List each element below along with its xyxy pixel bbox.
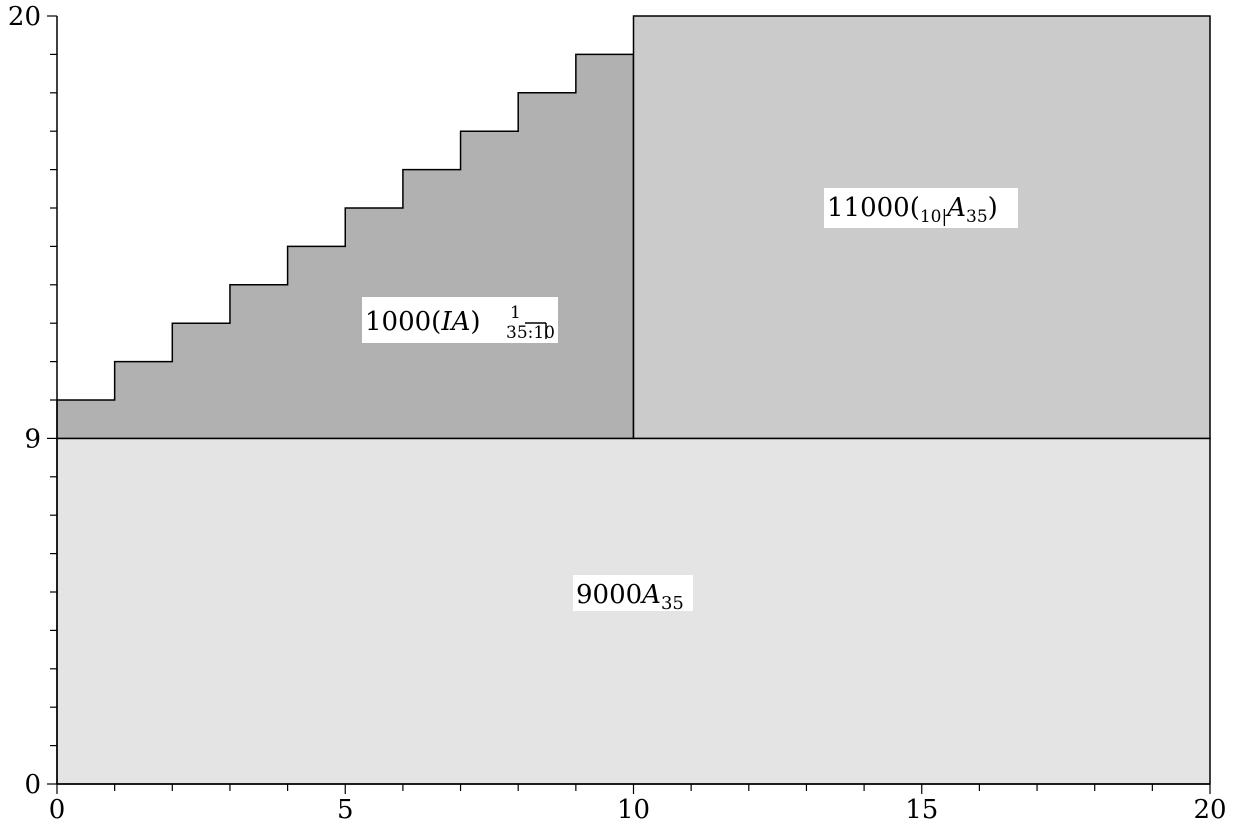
x-tick-label: 0 <box>49 795 66 825</box>
label-bg <box>824 188 1018 228</box>
region-base <box>56 437 1211 785</box>
y-tick-label: 20 <box>8 2 41 32</box>
x-tick-label: 5 <box>337 795 354 825</box>
label-subscript: 35:10 <box>506 323 555 343</box>
y-tick-label: 0 <box>24 770 41 800</box>
chart-regions <box>56 15 1211 785</box>
x-tick-label: 15 <box>905 795 938 825</box>
y-tick-label: 9 <box>24 424 41 454</box>
label-superscript: 1 <box>510 303 521 323</box>
region-increasing <box>56 53 635 440</box>
label-text: 1000(IA) <box>365 307 481 337</box>
label-text: 9000A35 <box>576 580 684 614</box>
chart-ticks: 0 5 10 15 20 0 9 20 <box>8 2 1227 825</box>
x-tick-label: 20 <box>1193 795 1226 825</box>
x-tick-label: 10 <box>617 795 650 825</box>
label-bg <box>362 297 558 343</box>
label-bg <box>573 575 693 611</box>
region-label-increasing: 1000(IA) 1 35:10 <box>362 297 558 343</box>
region-label-base: 9000A35 <box>573 575 693 614</box>
region-label-deferred: 11000(10|A35) <box>824 188 1018 228</box>
label-text: 11000(10|A35) <box>827 193 998 227</box>
